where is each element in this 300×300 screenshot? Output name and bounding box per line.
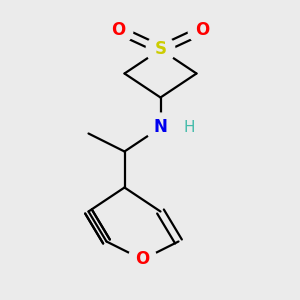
Circle shape xyxy=(128,245,157,274)
Text: O: O xyxy=(111,21,126,39)
Circle shape xyxy=(104,16,133,44)
Circle shape xyxy=(146,113,175,142)
Text: S: S xyxy=(154,40,166,58)
Text: O: O xyxy=(195,21,210,39)
Text: H: H xyxy=(183,120,195,135)
Text: N: N xyxy=(154,118,167,136)
Circle shape xyxy=(188,16,217,44)
Circle shape xyxy=(146,35,175,64)
Text: O: O xyxy=(135,250,150,268)
